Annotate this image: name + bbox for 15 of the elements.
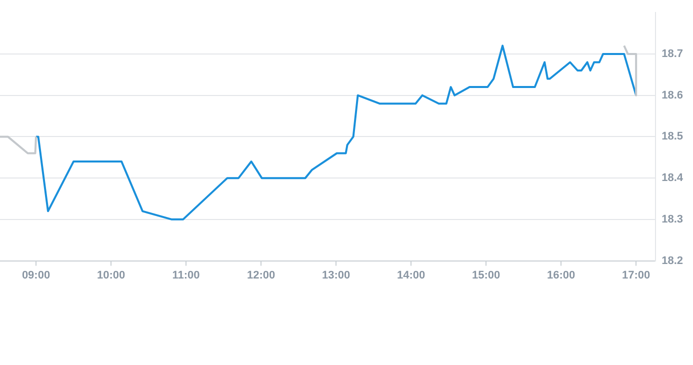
x-tick-label: 12:00 (246, 269, 276, 282)
y-tick-label: 18.3 (662, 213, 684, 226)
x-tick-label: 10:00 (96, 269, 126, 282)
x-tick-label: 11:00 (172, 269, 200, 282)
y-tick-label: 18.5 (662, 130, 684, 143)
y-tick-label: 18.7 (662, 48, 684, 60)
x-tick-label: 09:00 (22, 269, 50, 282)
x-tick-label: 14:00 (396, 269, 426, 282)
y-tick-label: 18.2 (662, 254, 684, 267)
y-tick-label: 18.4 (662, 172, 684, 184)
x-tick-label: 16:00 (547, 269, 576, 282)
x-tick-label: 17:00 (622, 269, 650, 282)
x-tick-label: 13:00 (322, 269, 350, 282)
y-tick-label: 18.6 (662, 89, 684, 102)
x-tick-label: 15:00 (472, 269, 500, 282)
